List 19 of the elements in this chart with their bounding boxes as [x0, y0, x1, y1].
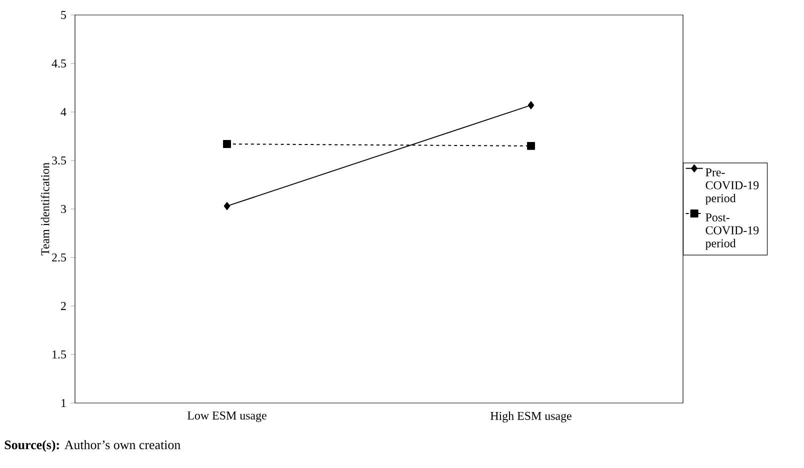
point [528, 101, 534, 110]
y-tick-label: 3 [61, 204, 66, 214]
point [527, 142, 535, 150]
y-tick-label: 2 [61, 302, 66, 310]
point [224, 202, 230, 210]
text: Source(s): Author’s own creation [4, 440, 180, 452]
x-tick-label: High ESM usage [490, 412, 572, 422]
y-tick-label: 1.5 [52, 350, 66, 359]
y-tick-label: 3.5 [52, 156, 66, 165]
y-tick-label: 5 [61, 11, 66, 19]
legend-label: Pre-COVID-19 period [705, 168, 759, 205]
y-axis-title: Team identification [40, 162, 50, 256]
point [223, 140, 231, 148]
y-tick-label: 4 [60, 108, 66, 116]
legend-label: Post-COVID-19 period [705, 213, 759, 250]
y-tick-label: 4.5 [52, 59, 66, 68]
y-tick-label: 2.5 [52, 253, 66, 262]
x-tick-label: Low ESM usage [188, 412, 266, 422]
y-tick-label: 1 [62, 399, 66, 407]
